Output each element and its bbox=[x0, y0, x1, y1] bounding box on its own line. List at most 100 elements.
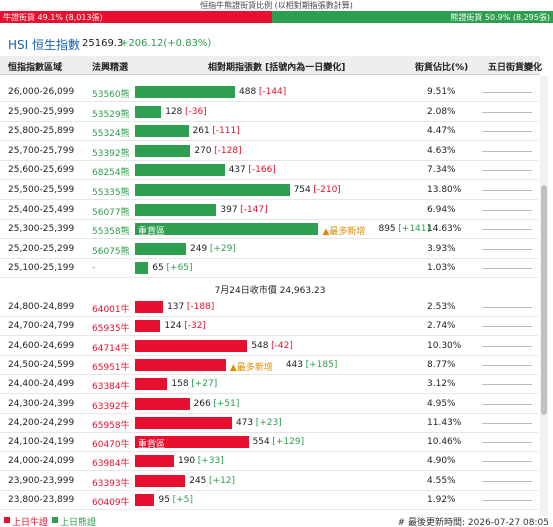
column-header: 街貨佔比(%) bbox=[415, 63, 469, 73]
code: 63984牛 bbox=[92, 459, 130, 470]
spark-axis bbox=[482, 307, 532, 308]
count-bar bbox=[135, 358, 226, 371]
share: 2.74% bbox=[427, 321, 456, 332]
row-divider bbox=[0, 470, 538, 472]
count-bar bbox=[135, 494, 155, 506]
spark-axis bbox=[482, 248, 532, 250]
count: 266 bbox=[193, 398, 211, 409]
column-header: 法興精選 bbox=[92, 63, 129, 73]
count: 190 bbox=[177, 456, 196, 467]
row-divider bbox=[0, 101, 538, 102]
share: 2.53% bbox=[427, 302, 456, 312]
code: 65951牛 bbox=[92, 362, 130, 373]
header-row bbox=[0, 56, 540, 75]
spark-axis bbox=[482, 461, 532, 463]
row-divider bbox=[0, 238, 538, 240]
count: 261 bbox=[192, 126, 210, 137]
change: [+5] bbox=[172, 495, 193, 505]
legend-swatch bbox=[4, 517, 10, 523]
change: [-32] bbox=[184, 321, 206, 332]
range: 25,200-25,299 bbox=[8, 243, 75, 254]
change: [+33] bbox=[197, 456, 224, 467]
spark-axis bbox=[482, 384, 532, 386]
range: 23,900-23,999 bbox=[8, 475, 75, 486]
count: 270 bbox=[194, 145, 212, 156]
change: [-36] bbox=[185, 106, 207, 117]
share: 2.08% bbox=[427, 106, 456, 117]
count-bar bbox=[135, 301, 164, 313]
range: 25,500-25,599 bbox=[8, 185, 75, 195]
code: 55324熊 bbox=[92, 129, 130, 140]
code: 53529熊 bbox=[92, 109, 130, 120]
count-bar bbox=[135, 184, 290, 196]
row-divider bbox=[0, 199, 538, 200]
count: 488 bbox=[239, 87, 257, 97]
count-bar bbox=[135, 164, 225, 177]
row-divider bbox=[0, 354, 538, 356]
range: 24,700-24,799 bbox=[8, 321, 75, 332]
change: [+129] bbox=[272, 437, 305, 448]
count-bar bbox=[135, 339, 248, 352]
row-divider bbox=[0, 393, 538, 395]
change: [-210] bbox=[313, 185, 341, 195]
code: - bbox=[92, 263, 96, 274]
bear-label: 熊證街貨 50.9% (8,295張) bbox=[450, 13, 550, 22]
spark-axis bbox=[482, 150, 532, 152]
range: 24,100-24,199 bbox=[8, 437, 75, 448]
range: 25,100-25,199 bbox=[8, 263, 75, 274]
row-divider bbox=[0, 218, 538, 220]
spark-axis bbox=[482, 345, 532, 347]
range: 25,800-25,899 bbox=[8, 126, 75, 137]
spark-axis bbox=[482, 403, 532, 405]
spark-axis bbox=[482, 131, 532, 133]
row-divider bbox=[0, 412, 538, 414]
count-bar bbox=[135, 474, 186, 487]
share: 13.80% bbox=[427, 185, 462, 195]
close-label: 7月24日收市價 24,963.23 bbox=[214, 286, 326, 296]
spark-axis bbox=[482, 190, 532, 191]
code: 64714牛 bbox=[92, 343, 130, 354]
spark-axis bbox=[482, 170, 532, 172]
bear-share-bar bbox=[271, 11, 553, 23]
code: 55335熊 bbox=[92, 188, 130, 198]
count: 443 bbox=[285, 359, 303, 370]
count: 554 bbox=[252, 437, 270, 448]
change: [+23] bbox=[255, 417, 282, 428]
range: 24,600-24,699 bbox=[8, 340, 75, 351]
count-bar bbox=[135, 223, 319, 236]
count: 473 bbox=[235, 417, 254, 428]
row-divider bbox=[0, 316, 538, 317]
range: 25,400-25,499 bbox=[8, 204, 75, 215]
bull-label: 牛證街貨 49.1% (8,013張) bbox=[3, 13, 103, 22]
spark-axis bbox=[482, 442, 532, 444]
count-bar bbox=[135, 242, 187, 255]
change: [-42] bbox=[271, 340, 293, 351]
share: 10.30% bbox=[427, 340, 462, 351]
code: 60409牛 bbox=[92, 498, 130, 508]
row-divider bbox=[0, 277, 538, 279]
legend-swatch bbox=[52, 517, 58, 523]
change: [+141] bbox=[398, 224, 431, 235]
code: 65935牛 bbox=[92, 324, 130, 335]
scroll-thumb[interactable] bbox=[541, 185, 547, 415]
share: 1.03% bbox=[427, 263, 456, 274]
share: 4.55% bbox=[427, 475, 456, 486]
index-value: 25169.3 bbox=[82, 38, 124, 49]
share: 11.43% bbox=[427, 417, 462, 428]
row-divider bbox=[0, 140, 538, 142]
spark-axis bbox=[482, 229, 532, 231]
range: 24,000-24,099 bbox=[8, 456, 75, 467]
range: 24,200-24,299 bbox=[8, 417, 75, 428]
range: 24,400-24,499 bbox=[8, 379, 75, 390]
index-change: +206.12(+0.83%) bbox=[120, 38, 212, 49]
share: 8.77% bbox=[427, 359, 456, 370]
count-bar bbox=[135, 455, 174, 468]
spark-axis bbox=[482, 500, 532, 501]
count: 137 bbox=[167, 302, 185, 312]
column-header: 恒指指數區域 bbox=[8, 63, 63, 73]
spark-axis bbox=[482, 268, 532, 270]
range: 25,900-25,999 bbox=[8, 106, 75, 117]
range: 24,800-24,899 bbox=[8, 302, 75, 312]
code: 60470牛 bbox=[92, 440, 130, 451]
count-bar bbox=[135, 125, 189, 138]
